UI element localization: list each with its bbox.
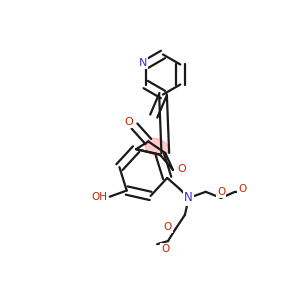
Text: N: N [138,58,147,68]
Text: O: O [161,244,170,254]
Text: O: O [177,164,186,174]
Ellipse shape [145,138,169,156]
Text: O: O [217,187,225,197]
Text: O: O [164,222,172,232]
Text: OH: OH [91,192,107,202]
Text: N: N [184,191,193,205]
Text: O: O [238,184,247,194]
Text: O: O [124,117,133,127]
